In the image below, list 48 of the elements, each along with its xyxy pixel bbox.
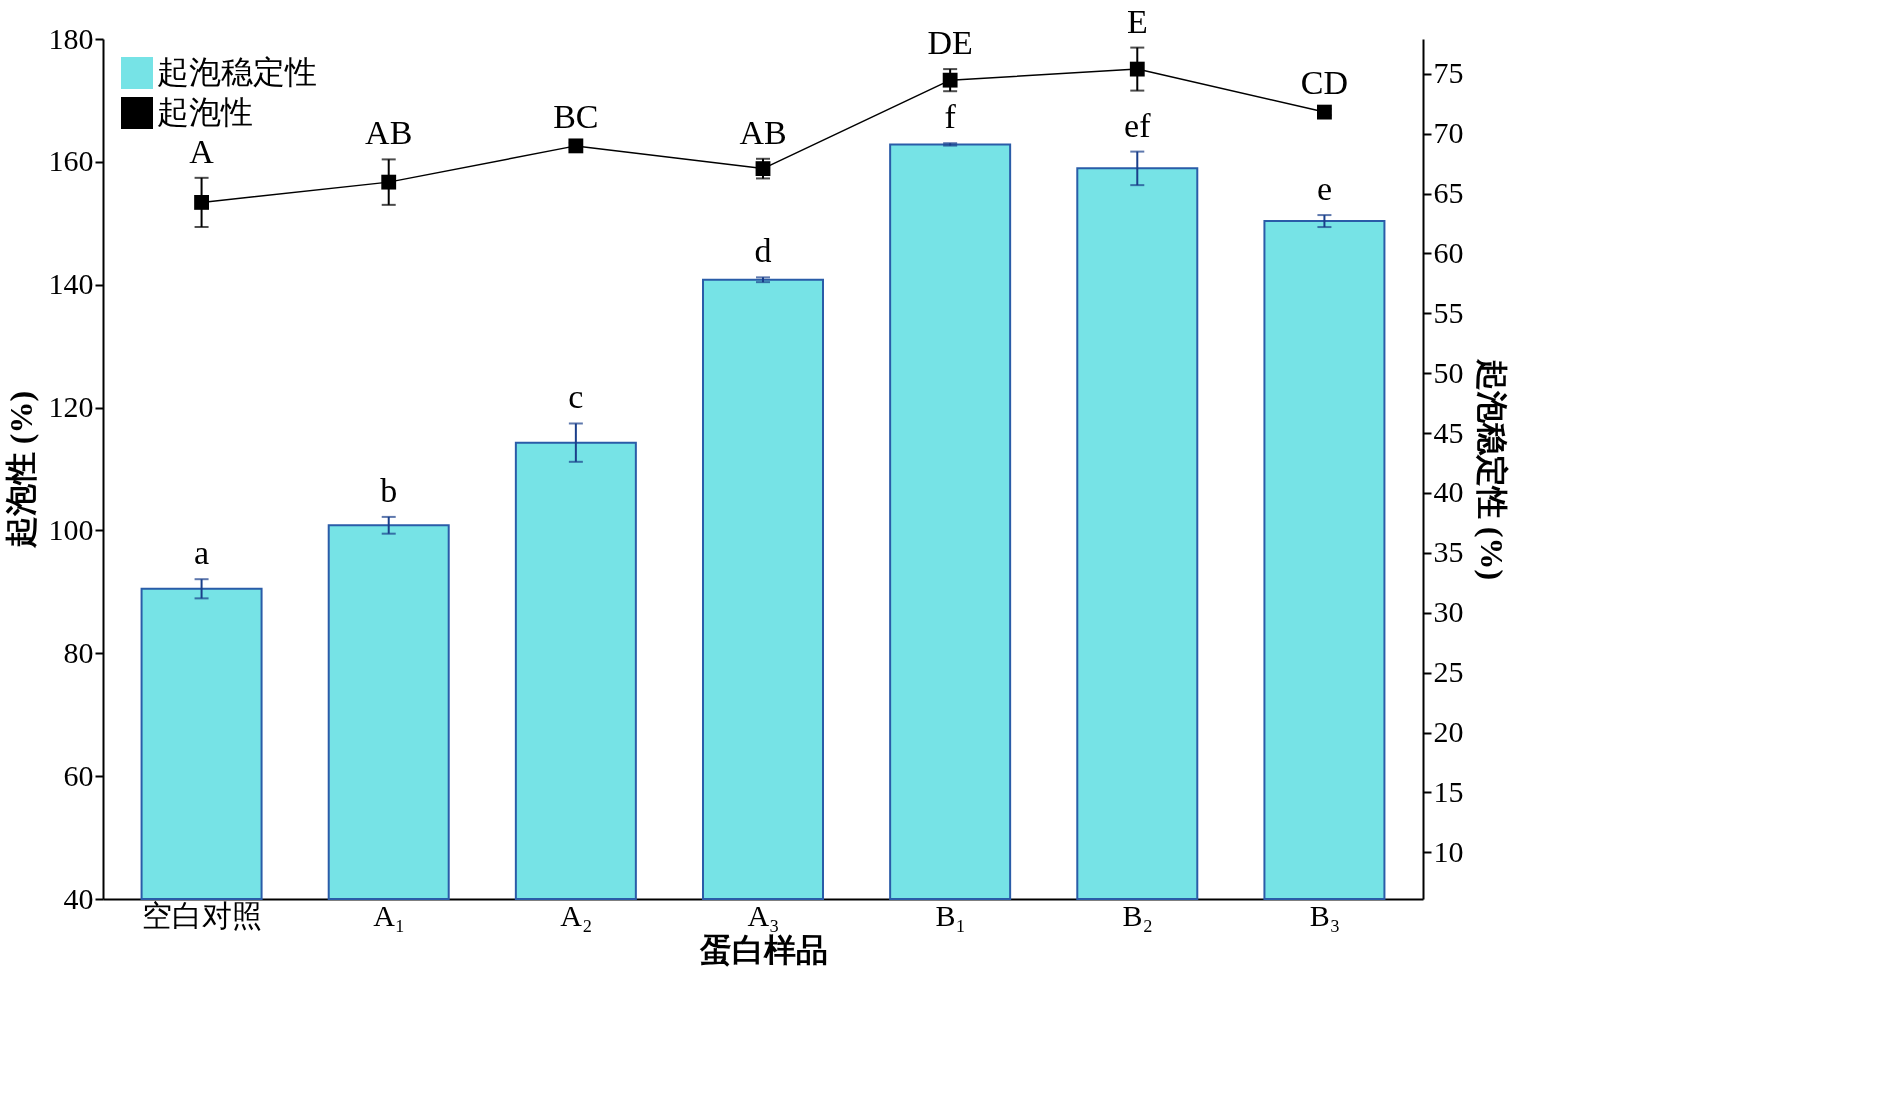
y2-tick-label: 70 xyxy=(1433,116,1464,150)
y2-tick-label: 25 xyxy=(1433,655,1464,689)
y2-axis-title: 起泡稳定性 (%) xyxy=(1473,357,1510,581)
y2-tick-label: 55 xyxy=(1433,295,1464,329)
y-tick-label: 40 xyxy=(63,881,94,915)
x-tick-label: B₂ xyxy=(1122,898,1154,932)
y-tick-label: 140 xyxy=(48,267,94,301)
x-tick-label: 空白对照 xyxy=(142,898,263,932)
y2-tick-label: 10 xyxy=(1433,834,1464,868)
data-label: E xyxy=(1126,2,1148,40)
data-label: c xyxy=(568,378,584,416)
legend-label: 起泡稳定性 xyxy=(157,54,317,90)
y2-tick-label: 15 xyxy=(1433,774,1464,808)
y-tick-label: 80 xyxy=(63,635,94,669)
y-axis-title: 起泡性 (%) xyxy=(2,390,39,550)
y2-tick-label: 40 xyxy=(1433,475,1464,509)
y2-tick-label: 50 xyxy=(1433,355,1464,389)
y2-tick-label: 35 xyxy=(1433,535,1464,569)
data-label: CD xyxy=(1300,64,1349,102)
y2-tick-label: 75 xyxy=(1433,56,1464,90)
y-tick-label: 160 xyxy=(48,144,94,178)
data-label: AB xyxy=(365,114,413,152)
x-tick-label: A₂ xyxy=(560,898,593,932)
x-axis-title: 蛋白样品 xyxy=(698,931,828,968)
y2-tick-label: 60 xyxy=(1433,235,1464,269)
data-label: A xyxy=(189,132,215,170)
x-tick-label: B₃ xyxy=(1309,898,1341,932)
x-tick-label: A₃ xyxy=(747,898,780,932)
data-label: AB xyxy=(739,113,787,151)
y-tick-label: 120 xyxy=(48,390,94,424)
y-tick-label: 60 xyxy=(63,758,94,792)
legend-label: 起泡性 xyxy=(157,94,253,130)
data-label: DE xyxy=(927,24,973,62)
data-label: BC xyxy=(553,97,599,135)
x-tick-label: A₁ xyxy=(373,898,406,932)
data-label: a xyxy=(194,534,210,572)
y2-tick-label: 45 xyxy=(1433,415,1464,449)
y2-tick-label: 65 xyxy=(1433,176,1464,210)
data-label: ef xyxy=(1124,106,1152,144)
y-tick-label: 180 xyxy=(48,21,94,55)
x-tick-label: B₁ xyxy=(935,898,966,932)
y-tick-label: 100 xyxy=(48,512,94,546)
data-label: e xyxy=(1316,170,1332,208)
data-label: d xyxy=(754,232,772,270)
data-label: b xyxy=(380,471,398,509)
y2-tick-label: 20 xyxy=(1433,715,1464,749)
y2-tick-label: 30 xyxy=(1433,595,1464,629)
data-label: f xyxy=(944,98,957,136)
